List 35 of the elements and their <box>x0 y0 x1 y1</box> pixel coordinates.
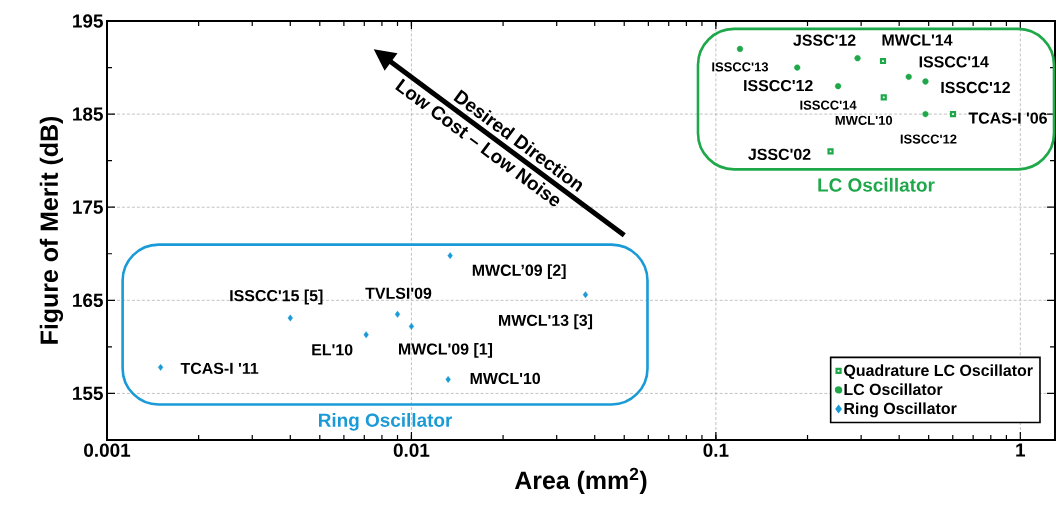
annotation: MWCL'14 <box>882 34 953 46</box>
y-tick-label: 165 <box>73 293 103 308</box>
annotation: TVLSI'09 <box>365 287 432 299</box>
annotation: MWCL'09 [1] <box>399 342 493 358</box>
x-tick-label: 0.1 <box>703 443 729 457</box>
x-tick-label: 0.001 <box>84 443 131 457</box>
annotation: MWCL'10 <box>470 372 541 385</box>
annotation: MWCL'10 <box>835 115 893 125</box>
annotation: EL'10 <box>312 344 353 356</box>
annotation: MWCL'13 [3] <box>499 314 593 330</box>
annotation: ISSCC'14 <box>919 56 989 68</box>
annotation: Ring Oscillator <box>319 412 453 431</box>
legend-label: Quadrature LC Oscillator <box>844 364 1033 380</box>
y-tick-label: 185 <box>73 107 103 121</box>
x-axis-title: Area (mm$^{2}$) <box>514 467 647 495</box>
legend-label: Ring Oscillator <box>844 402 957 418</box>
y-axis-title: Figure of Merit (dB) <box>39 116 64 344</box>
annotation: ISSCC'12 <box>744 79 813 92</box>
y-tick-label: 155 <box>73 386 103 401</box>
annotation: TCAS-I '06 <box>968 112 1047 124</box>
annotation: ISSCC'12 <box>941 81 1010 94</box>
annotation: ISSCC'15 [5] <box>230 289 323 305</box>
annotation: JSSC'12 <box>793 34 856 46</box>
annotation: TCAS-I '11 <box>180 362 259 374</box>
annotation: JSSC'02 <box>748 148 811 160</box>
y-tick-label: 175 <box>73 200 103 214</box>
legend-label: LC Oscillator <box>844 383 943 396</box>
annotation: ISSCC'13 <box>712 62 769 72</box>
annotation: ISSCC'12 <box>900 134 957 144</box>
annotation: LC Oscillator <box>818 177 935 192</box>
x-tick-label: 1 <box>1016 443 1026 457</box>
annotation: ISSCC'14 <box>800 100 857 110</box>
annotation: MWCL’09 [2] <box>472 264 566 280</box>
y-tick-label: 195 <box>73 14 103 28</box>
x-tick-label: 0.01 <box>393 443 430 457</box>
